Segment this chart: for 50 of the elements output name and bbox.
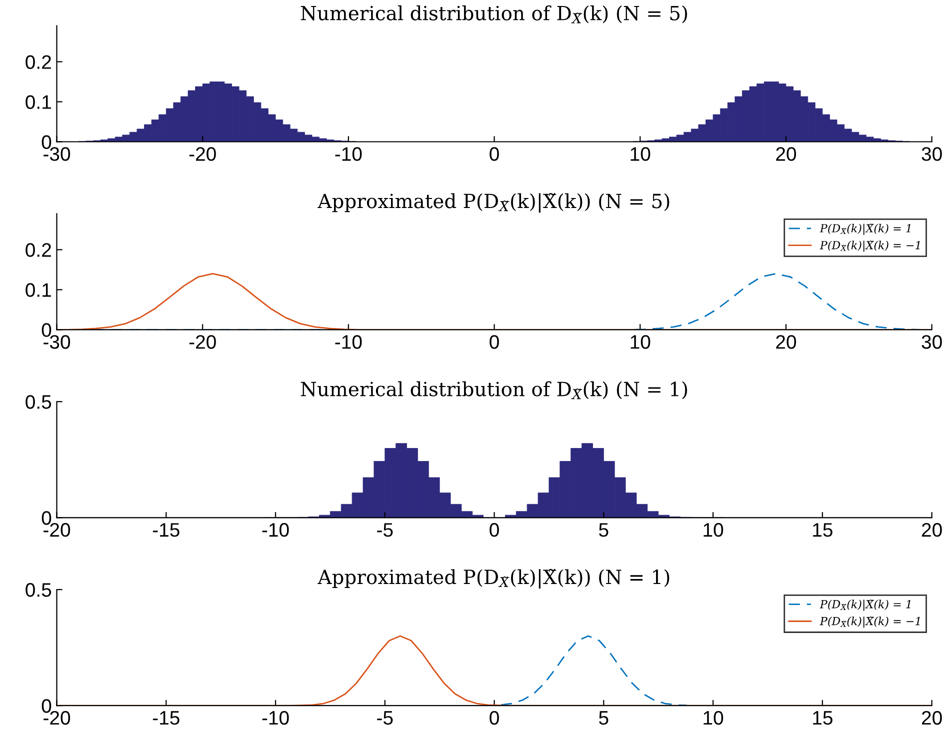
x-tick-label: -15 (152, 711, 180, 725)
x-tick-label: -20 (189, 335, 216, 349)
y-tick-label: 0.2 (26, 243, 51, 257)
x-tick-label: 10 (630, 335, 650, 349)
x-tick-label: 10 (704, 710, 724, 725)
x-tick-label: 5 (599, 523, 608, 537)
x-tick-label: -30 (44, 147, 70, 161)
x-tick-label: 10 (630, 147, 650, 161)
x-tick-label: 10 (704, 523, 724, 537)
y-tick-label: 0.5 (26, 395, 52, 409)
x-tick-label: 20 (922, 523, 942, 537)
x-tick-label: -5 (377, 711, 393, 725)
x-tick-label: 15 (813, 711, 832, 725)
y-tick-label: 0 (42, 135, 52, 149)
y-tick-label: 0 (42, 323, 52, 337)
legend-label: P(D$_{X̃}$(k)|X̃(k) = 1 (820, 600, 910, 611)
legend-label: P(D$_{X̃}$(k)|X̃(k) = −1 (820, 240, 920, 252)
chart-title: Numerical distribution of D$_{X̃}$(k) (N = 5) (300, 5, 688, 24)
x-tick-label: 30 (922, 335, 942, 349)
x-tick-label: 5 (599, 711, 608, 725)
x-tick-label: 0 (490, 335, 499, 349)
y-tick-label: 0.2 (26, 55, 51, 69)
legend-label: P(D$_{X̃}$(k)|X̃(k) = −1 (820, 616, 920, 628)
x-tick-label: -15 (152, 523, 180, 537)
x-tick-label: 0 (490, 710, 499, 725)
chart-title: Approximated P(D$_{X̃}$(k)|X̃(k)) (N = 1) (318, 568, 670, 589)
x-tick-label: 20 (776, 335, 796, 349)
x-tick-label: -10 (335, 335, 362, 349)
x-tick-label: 0 (490, 147, 499, 161)
y-tick-label: 0 (42, 699, 52, 713)
x-tick-label: -20 (44, 710, 70, 725)
x-tick-label: 30 (922, 147, 942, 161)
x-tick-label: -10 (262, 523, 289, 537)
legend-label: P(D$_{X̃}$(k)|X̃(k) = 1 (820, 224, 910, 235)
chart-title: Numerical distribution of D$_{X̃}$(k) (N = 1) (300, 381, 688, 400)
x-tick-label: 15 (813, 523, 832, 537)
x-tick-label: -20 (189, 147, 216, 161)
x-tick-label: -20 (44, 523, 70, 537)
y-tick-label: 0.1 (26, 95, 51, 109)
x-tick-label: 20 (776, 147, 796, 161)
chart-title: Approximated P(D$_{X̃}$(k)|X̃(k)) (N = 5) (318, 192, 670, 213)
y-tick-label: 0.5 (26, 583, 52, 597)
y-tick-label: 0 (42, 511, 52, 525)
x-tick-label: 20 (922, 710, 942, 725)
y-tick-label: 0.1 (26, 283, 51, 297)
x-tick-label: -5 (377, 523, 393, 537)
x-tick-label: 0 (490, 523, 499, 537)
x-tick-label: -10 (262, 710, 289, 725)
x-tick-label: -10 (335, 147, 362, 161)
x-tick-label: -30 (44, 335, 70, 349)
